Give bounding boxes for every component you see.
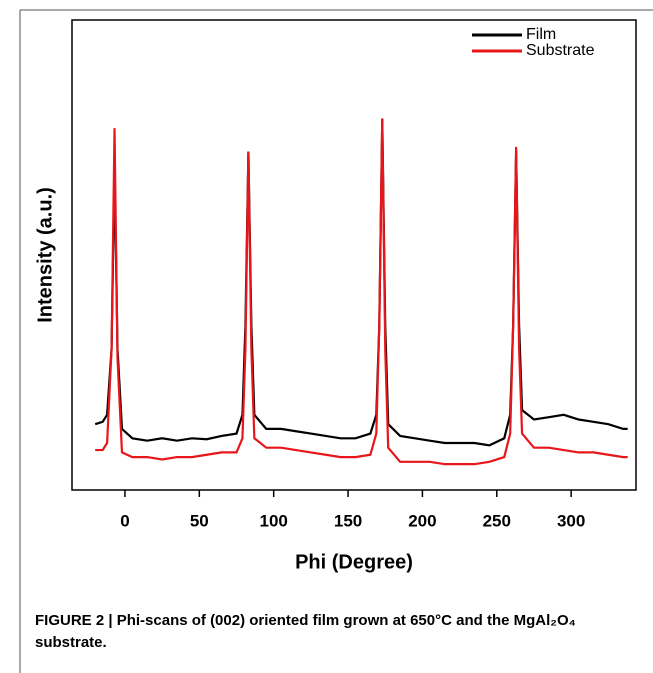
x-tick-label: 50 — [190, 511, 209, 530]
legend-label: Film — [526, 26, 556, 43]
plot-frame — [71, 19, 637, 491]
x-tick-label: 300 — [557, 511, 585, 530]
x-tick-label: 150 — [334, 511, 362, 530]
x-tick-label: 0 — [120, 511, 129, 530]
x-tick-label: 250 — [483, 511, 511, 530]
x-axis-title: Phi (Degree) — [295, 551, 413, 573]
x-tick-label: 200 — [408, 511, 436, 530]
series-line — [94, 118, 628, 447]
caption-box: FIGURE 2 | Phi-scans of (002) oriented f… — [35, 612, 576, 651]
y-axis-title: Intensity (a.u.) — [34, 187, 56, 323]
legend-label: Substrate — [526, 42, 595, 59]
x-tick-label: 100 — [259, 511, 287, 530]
caption: FIGURE 2 | Phi-scans of (002) oriented f… — [35, 612, 576, 651]
series-line — [95, 118, 628, 466]
